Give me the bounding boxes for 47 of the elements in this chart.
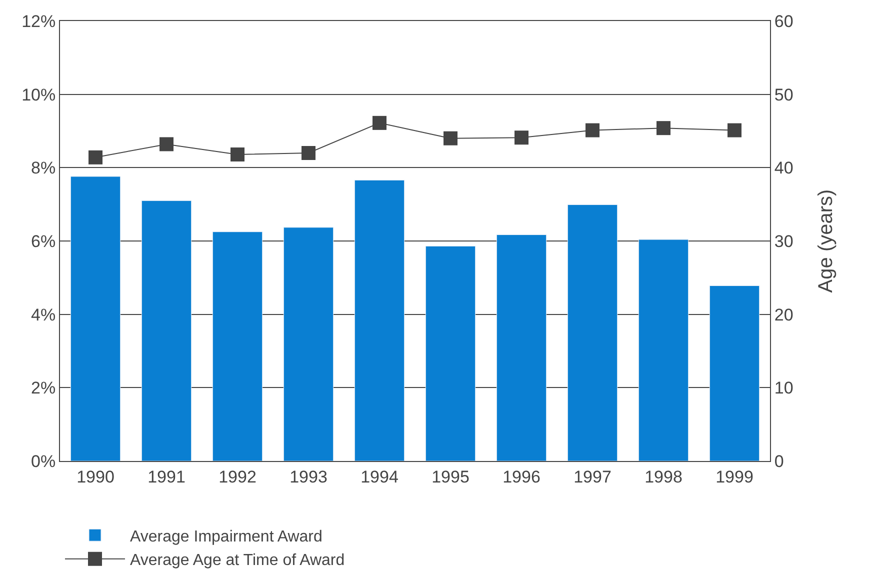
x-tick-label: 1993: [290, 467, 328, 486]
y2-axis-title: Age (years): [814, 189, 837, 293]
y-tick-label: 8%: [31, 158, 56, 178]
x-tick-label: 1992: [218, 467, 256, 486]
point: [372, 116, 386, 130]
bar: [709, 285, 760, 461]
bar: [354, 180, 405, 461]
x-tick-label: 1995: [432, 467, 470, 486]
y2-tick-label: 10: [774, 378, 794, 398]
y-tick-label: 12%: [22, 12, 56, 31]
y-tick-label: 10%: [22, 85, 56, 104]
x-tick-label: 1991: [148, 467, 186, 486]
bar: [425, 246, 476, 461]
point: [230, 147, 244, 162]
bar: [638, 239, 689, 461]
x-tick-label: 1997: [574, 467, 612, 486]
y-tick-label: 0%: [31, 452, 56, 471]
y2-tick-label: 50: [774, 85, 794, 104]
point: [514, 130, 528, 145]
x-tick-label: 1990: [76, 467, 114, 486]
y2-tick-label: 0: [774, 452, 784, 471]
bar: [212, 232, 263, 461]
bar: [567, 204, 618, 461]
y2-tick-label: 30: [774, 232, 794, 251]
bar: [283, 227, 334, 461]
point: [728, 123, 742, 138]
y2-tick-label: 60: [774, 12, 794, 31]
y-tick-label: 6%: [31, 232, 56, 251]
y-tick-label: 2%: [31, 378, 56, 398]
bar: [70, 176, 121, 461]
point: [444, 131, 458, 146]
point: [88, 150, 102, 164]
point: [656, 121, 670, 136]
point: [586, 123, 600, 138]
x-tick-label: 1996: [502, 467, 540, 486]
x-tick-label: 1998: [644, 467, 682, 486]
point: [302, 146, 316, 160]
y2-tick-label: 40: [774, 158, 794, 178]
y-tick-label: 4%: [31, 305, 56, 324]
legend-label: Average Impairment Award: [130, 528, 322, 546]
bar: [141, 200, 192, 461]
x-tick-label: 1999: [716, 467, 754, 486]
bar: [496, 234, 547, 461]
point: [160, 137, 174, 152]
x-tick-label: 1994: [360, 467, 398, 486]
legend-label: Average Age at Time of Award: [130, 552, 345, 570]
y2-tick-label: 20: [774, 305, 794, 324]
